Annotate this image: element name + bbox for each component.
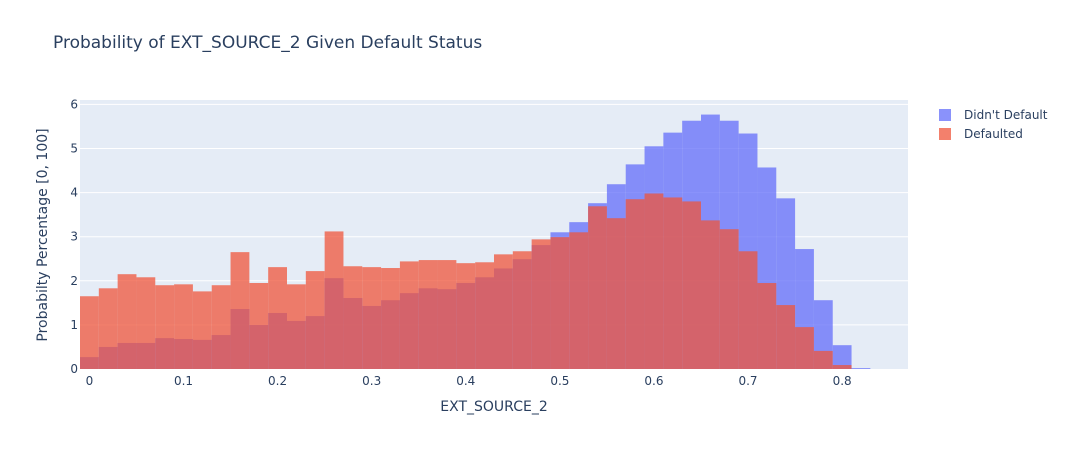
histogram-bar: [776, 305, 796, 369]
x-tick-label: 0.1: [174, 374, 193, 388]
y-tick-label: 1: [70, 318, 78, 332]
x-tick-label: 0.5: [550, 374, 569, 388]
histogram-bar: [418, 260, 438, 369]
y-axis-ticks: 0 1 2 3 4 5 6: [70, 97, 78, 376]
x-tick-label: 0.4: [456, 374, 475, 388]
histogram-bar: [813, 350, 833, 369]
y-tick-label: 4: [70, 186, 78, 200]
series-defaulted-bars: [80, 193, 852, 369]
histogram-bar: [211, 285, 231, 369]
histogram-bar: [80, 296, 99, 369]
histogram-bar: [475, 262, 494, 369]
histogram-bar: [230, 252, 250, 369]
legend-label: Defaulted: [964, 127, 1023, 141]
histogram-bar: [117, 274, 137, 369]
histogram-bar: [606, 218, 626, 369]
histogram-bar: [98, 288, 118, 369]
histogram-bar: [268, 267, 287, 369]
y-tick-label: 2: [70, 274, 78, 288]
x-axis-ticks: 0 0.1 0.2 0.3 0.4 0.5 0.6 0.7 0.8: [86, 374, 852, 388]
histogram-bar: [569, 232, 589, 369]
histogram-bar: [851, 368, 871, 369]
histogram-bar: [512, 251, 532, 369]
x-tick-label: 0.3: [362, 374, 381, 388]
x-tick-label: 0.2: [268, 374, 287, 388]
histogram-bar: [738, 251, 758, 369]
histogram-bar: [155, 285, 175, 369]
histogram-bar: [757, 283, 777, 369]
histogram-bar: [795, 327, 814, 369]
histogram-bar: [531, 239, 551, 369]
histogram-bar: [381, 268, 400, 369]
y-axis-title: Probabilty Percentage [0, 100]: [35, 128, 51, 341]
histogram-bar: [192, 291, 212, 369]
legend-item-didnt-default[interactable]: Didn't Default: [939, 108, 1048, 122]
histogram-bar: [588, 206, 607, 369]
histogram-bar: [494, 254, 513, 369]
histogram-bar: [249, 283, 269, 369]
legend-label: Didn't Default: [964, 108, 1048, 122]
histogram-bar: [305, 271, 325, 369]
legend-item-defaulted[interactable]: Defaulted: [939, 127, 1023, 141]
histogram-bar: [832, 365, 852, 369]
y-tick-label: 0: [70, 362, 78, 376]
histogram-bar: [362, 267, 382, 369]
histogram-bar: [719, 229, 739, 369]
histogram-bar: [287, 284, 306, 369]
histogram-bar: [456, 263, 476, 369]
legend: Didn't Default Defaulted: [939, 108, 1048, 141]
histogram-bar: [625, 199, 645, 369]
y-tick-label: 6: [70, 97, 78, 111]
histogram-bar: [399, 261, 419, 369]
histogram-bar: [644, 193, 664, 369]
histogram-bar: [324, 231, 344, 369]
histogram-bar: [174, 284, 193, 369]
histogram-bar: [136, 277, 156, 369]
histogram-bar: [682, 201, 701, 369]
histogram-bar: [550, 237, 570, 369]
histogram-bar: [701, 220, 720, 369]
legend-swatch-icon: [939, 109, 951, 121]
x-tick-label: 0: [86, 374, 94, 388]
y-tick-label: 3: [70, 230, 78, 244]
histogram-bar: [663, 197, 683, 369]
legend-swatch-icon: [939, 128, 951, 140]
histogram-bar: [437, 260, 457, 369]
histogram-bar: [832, 345, 852, 369]
x-tick-label: 0.7: [738, 374, 757, 388]
x-tick-label: 0.8: [833, 374, 852, 388]
histogram-bar: [343, 266, 363, 369]
x-tick-label: 0.6: [644, 374, 663, 388]
x-axis-title: EXT_SOURCE_2: [440, 399, 547, 415]
chart-title: Probability of EXT_SOURCE_2 Given Defaul…: [53, 33, 483, 53]
y-tick-label: 5: [70, 142, 78, 156]
